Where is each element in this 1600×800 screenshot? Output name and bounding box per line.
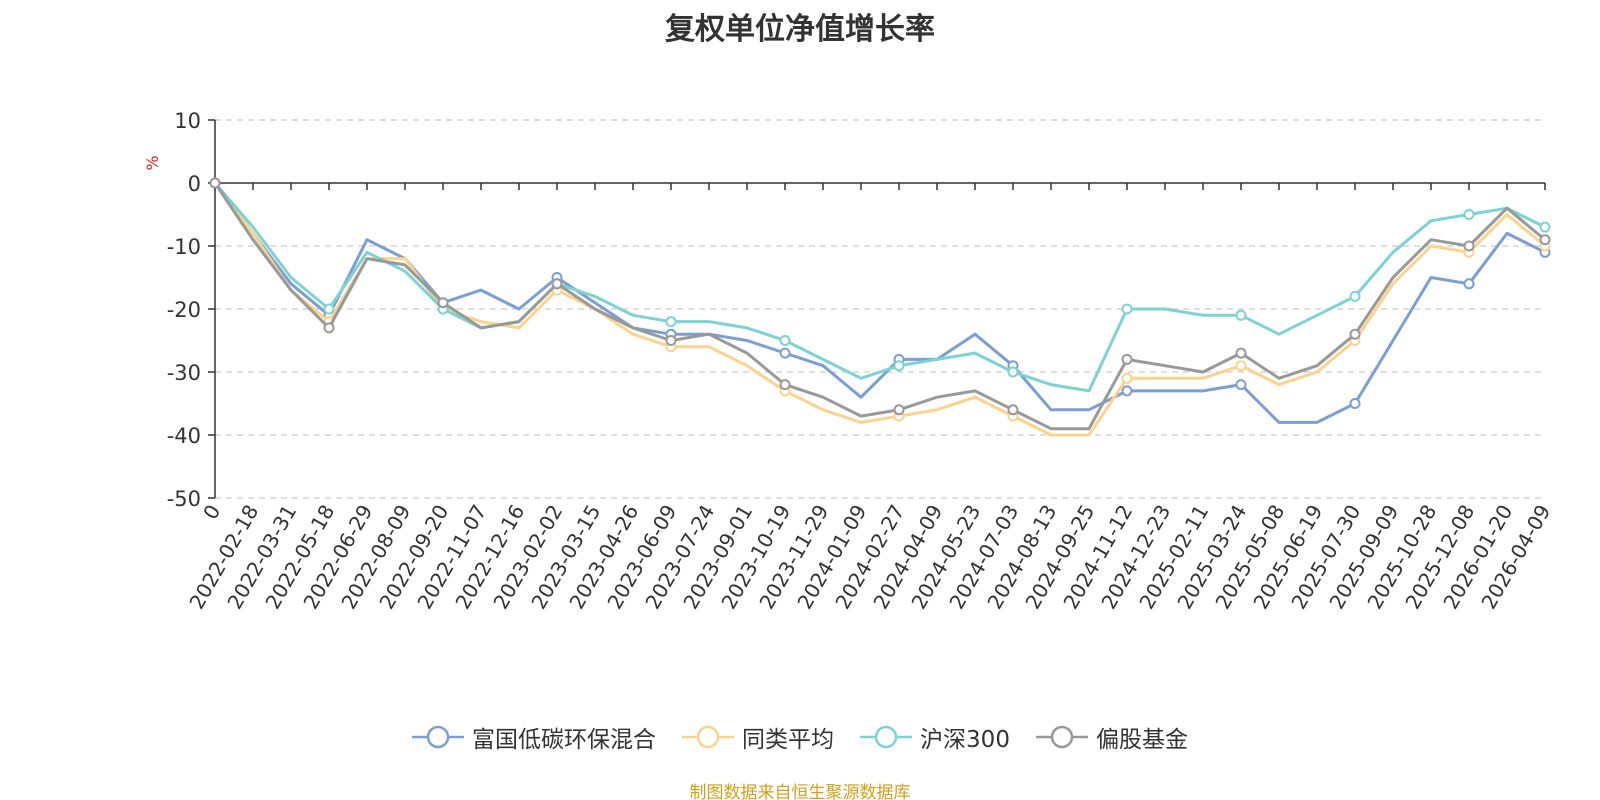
y-tick-label: -10 <box>167 235 201 259</box>
y-tick-label: -50 <box>167 487 201 511</box>
series-point-4 <box>1235 347 1247 359</box>
series-layer <box>209 177 1551 437</box>
y-tick-label: -20 <box>167 298 201 322</box>
series-point-3 <box>893 360 905 372</box>
series-point-3 <box>1121 303 1133 315</box>
series-point-4 <box>1539 234 1551 246</box>
x-tick-label: 0 <box>198 501 225 524</box>
series-point-1 <box>1121 385 1133 397</box>
y-tick-label: -30 <box>167 361 201 385</box>
series-point-1 <box>779 347 791 359</box>
series-point-4 <box>1349 328 1361 340</box>
legend-swatch-icon <box>412 725 465 749</box>
series-point-2 <box>1121 372 1133 384</box>
grid-layer <box>215 119 1545 499</box>
series-point-1 <box>1349 398 1361 409</box>
legend-item[interactable]: 沪深300 <box>860 720 1010 754</box>
y-tick-label: 10 <box>174 109 201 133</box>
legend: 富国低碳环保混合 同类平均 沪深300 偏股基金 <box>0 720 1600 754</box>
series-line-3 <box>213 182 1546 393</box>
series-point-1 <box>1235 379 1247 391</box>
series-point-4 <box>323 322 335 334</box>
series-point-3 <box>1539 221 1551 233</box>
chart-title: 复权单位净值增长率 <box>665 12 935 47</box>
legend-label: 富国低碳环保混合 <box>472 727 657 753</box>
series-point-2 <box>1235 360 1247 372</box>
series-line-4 <box>213 182 1546 431</box>
legend-item[interactable]: 同类平均 <box>682 720 834 754</box>
series-point-3 <box>1463 209 1475 220</box>
series-point-4 <box>779 379 791 391</box>
series-point-4 <box>209 177 221 189</box>
series-point-4 <box>1463 240 1475 252</box>
series-point-4 <box>665 335 677 346</box>
series-point-3 <box>1349 290 1361 302</box>
series-point-3 <box>779 335 791 346</box>
series-point-4 <box>437 297 449 309</box>
legend-item[interactable]: 偏股基金 <box>1035 720 1188 754</box>
series-point-4 <box>1121 353 1133 365</box>
legend-swatch-icon <box>860 725 913 749</box>
series-point-3 <box>1007 366 1019 378</box>
series-point-1 <box>1463 278 1475 290</box>
y-tick-label: 0 <box>188 172 201 196</box>
legend-label: 同类平均 <box>742 727 835 753</box>
y-axis-unit-label: % <box>143 155 162 170</box>
series-point-3 <box>323 303 335 315</box>
source-note: 制图数据来自恒生聚源数据库 <box>689 783 911 800</box>
axis-layer <box>208 119 1546 499</box>
legend-swatch-icon <box>1035 725 1088 749</box>
legend-label: 偏股基金 <box>1095 727 1188 753</box>
series-point-4 <box>551 278 563 290</box>
legend-label: 沪深300 <box>920 727 1010 753</box>
series-point-3 <box>1235 309 1247 321</box>
y-tick-label: -40 <box>167 424 201 448</box>
legend-swatch-icon <box>682 725 735 749</box>
series-point-4 <box>1007 404 1019 416</box>
series-point-4 <box>893 404 905 416</box>
label-layer: 100-10-20-30-40-5002022-02-182022-03-312… <box>143 109 1555 613</box>
legend-item[interactable]: 富国低碳环保混合 <box>412 720 656 754</box>
series-point-3 <box>665 316 677 328</box>
